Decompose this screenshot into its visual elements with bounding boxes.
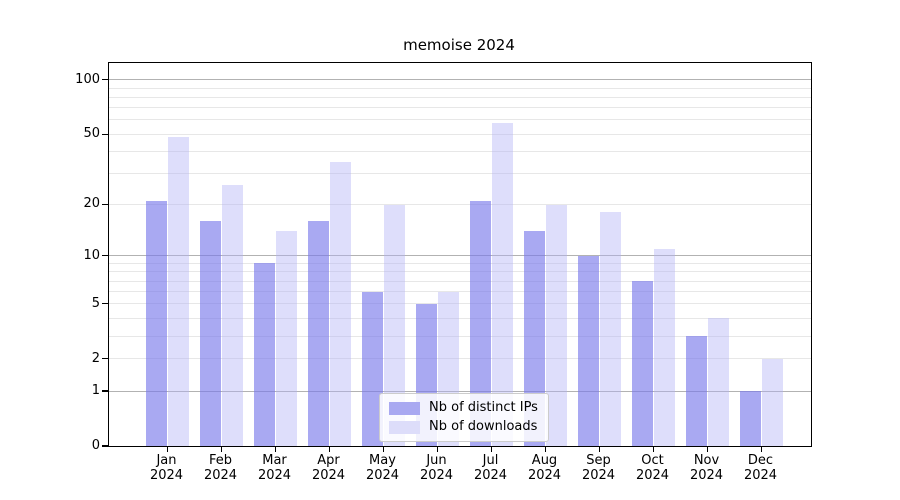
gridline-minor: [109, 150, 811, 152]
legend-item-distinct-ips: Nb of distinct IPs: [389, 401, 538, 415]
gridline-minor: [109, 317, 811, 319]
y-axis-tick: [101, 133, 108, 135]
x-axis-tick-label: Feb 2024: [203, 453, 238, 483]
gridline-minor: [109, 119, 811, 121]
x-axis-tick: [274, 447, 277, 453]
gridline-major: [109, 255, 811, 257]
y-axis-tick: [101, 303, 108, 305]
chart-title: memoise 2024: [403, 36, 515, 54]
x-axis-tick: [436, 447, 439, 453]
bar-downloads-mar: [275, 231, 298, 446]
bar-distinct-ips-aug: [523, 231, 546, 446]
x-axis-tick-label: Mar 2024: [257, 453, 292, 483]
y-axis-tick: [101, 445, 108, 447]
x-axis-tick-label: Sep 2024: [581, 453, 616, 483]
gridline-minor: [109, 173, 811, 175]
bar-downloads-may: [383, 204, 406, 446]
gridline-minor: [109, 280, 811, 282]
x-axis-tick-label: Apr 2024: [311, 453, 346, 483]
gridline-minor: [109, 291, 811, 293]
x-axis-tick-label: May 2024: [365, 453, 400, 483]
gridline-minor: [109, 87, 811, 89]
y-axis-tick: [101, 79, 108, 81]
bar-distinct-ips-mar: [253, 263, 276, 446]
y-axis-tick-label: 10: [83, 247, 100, 263]
gridline-minor: [109, 303, 811, 305]
gridline-major: [109, 390, 811, 392]
x-axis-tick: [382, 447, 385, 453]
bar-downloads-apr: [329, 161, 352, 446]
bar-downloads-feb: [221, 184, 244, 446]
gridline-minor: [109, 133, 811, 135]
bar-distinct-ips-may: [361, 291, 384, 446]
x-axis-tick: [706, 447, 709, 453]
bar-distinct-ips-jul: [469, 200, 492, 446]
x-axis-tick-label: Oct 2024: [635, 453, 670, 483]
y-axis-tick: [101, 255, 108, 257]
gridline-minor: [109, 107, 811, 109]
x-axis-tick: [598, 447, 601, 453]
gridline-minor: [109, 271, 811, 273]
bar-distinct-ips-sep: [577, 255, 600, 446]
bar-distinct-ips-dec: [739, 391, 762, 446]
gridline-major: [109, 79, 811, 81]
y-axis-tick-label: 1: [91, 383, 100, 399]
bar-distinct-ips-oct: [631, 281, 654, 446]
x-axis-tick: [220, 447, 223, 453]
gridline-minor: [109, 203, 811, 205]
gridline-minor: [109, 262, 811, 264]
gridline-minor: [109, 358, 811, 360]
y-axis-tick-label: 0: [91, 438, 100, 453]
y-axis-tick-label: 100: [75, 71, 100, 87]
legend: Nb of distinct IPs Nb of downloads: [379, 393, 549, 442]
y-axis-tick: [101, 358, 108, 360]
bar-downloads-oct: [653, 248, 676, 446]
y-axis-tick: [101, 203, 108, 206]
x-axis-tick-label: Aug 2024: [527, 453, 562, 483]
legend-label-distinct-ips: Nb of distinct IPs: [429, 400, 538, 415]
gridline-minor: [109, 335, 811, 337]
bar-downloads-dec: [761, 358, 784, 446]
bar-downloads-aug: [545, 204, 568, 446]
bar-downloads-nov: [707, 318, 730, 446]
bar-distinct-ips-apr: [307, 221, 330, 446]
bar-downloads-jan: [167, 137, 190, 446]
x-axis-tick-label: Jul 2024: [473, 453, 508, 483]
x-axis-tick-label: Jan 2024: [149, 453, 184, 483]
x-axis-tick: [490, 447, 493, 453]
legend-swatch-downloads: [389, 420, 420, 434]
x-axis-tick: [166, 447, 169, 453]
bar-downloads-jul: [491, 122, 514, 446]
x-axis-tick: [652, 447, 655, 453]
legend-label-downloads: Nb of downloads: [429, 419, 538, 434]
bar-distinct-ips-jan: [145, 200, 168, 446]
y-axis-tick-label: 50: [83, 126, 100, 142]
bar-downloads-sep: [599, 212, 622, 446]
y-axis-tick: [101, 390, 108, 392]
x-axis-tick-label: Nov 2024: [689, 453, 724, 483]
legend-swatch-distinct-ips: [389, 401, 420, 415]
y-axis-tick-label: 20: [83, 196, 100, 212]
x-axis-tick-label: Dec 2024: [743, 453, 778, 483]
x-axis-tick: [328, 447, 331, 453]
x-axis-tick: [760, 447, 763, 453]
y-axis-tick-label: 2: [91, 350, 100, 366]
gridline-minor: [109, 96, 811, 98]
plot-area: Nb of distinct IPs Nb of downloads: [101, 62, 812, 453]
x-axis-tick-label: Jun 2024: [419, 453, 454, 483]
y-axis-tick-label: 5: [91, 295, 100, 311]
legend-item-downloads: Nb of downloads: [389, 420, 538, 434]
x-axis-tick: [544, 447, 547, 453]
bar-distinct-ips-nov: [685, 336, 708, 446]
bar-distinct-ips-feb: [199, 221, 222, 446]
